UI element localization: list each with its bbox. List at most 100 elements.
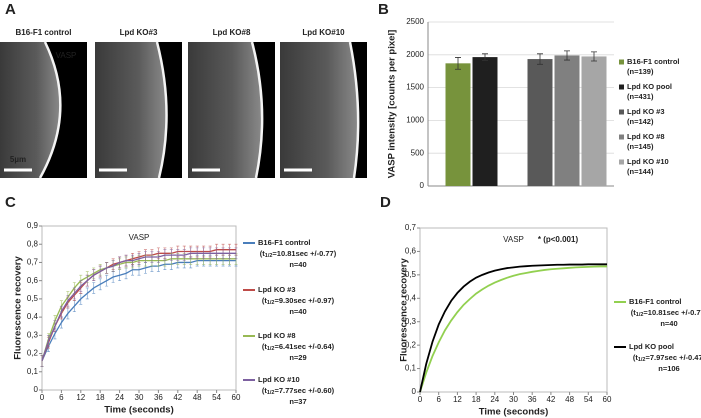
chart-title: VASP xyxy=(503,235,524,244)
legend-swatch xyxy=(619,134,624,140)
cell-edge xyxy=(155,41,168,179)
x-tick-label: 54 xyxy=(584,395,593,404)
half-time-value: =9.30sec +/-0.97) xyxy=(275,296,335,305)
half-time-value: =6.41sec +/-0.64) xyxy=(275,342,335,351)
x-tick-label: 6 xyxy=(59,393,64,402)
y-tick-label: 0,4 xyxy=(27,312,39,321)
y-tick-label: 0,1 xyxy=(405,364,417,373)
x-tick-label: 18 xyxy=(472,395,481,404)
x-tick-label: 60 xyxy=(603,395,612,404)
legend-count: n=40 xyxy=(660,319,677,328)
legend-count: (n=145) xyxy=(627,142,654,151)
micrograph-title: Lpd KO#8 xyxy=(213,28,251,37)
legend-label: Lpd KO pool xyxy=(627,82,672,91)
legend-count: n=40 xyxy=(289,307,306,316)
legend-half-time: (t1/2=6.41sec +/-0.64) xyxy=(262,342,335,352)
y-tick-label: 1500 xyxy=(406,83,424,92)
x-tick-label: 12 xyxy=(453,395,462,404)
y-tick-label: 0 xyxy=(420,181,425,190)
bar xyxy=(445,63,471,186)
micrograph xyxy=(280,41,367,179)
x-tick-label: 12 xyxy=(76,393,85,402)
micrograph-title: B16-F1 control xyxy=(15,28,71,37)
half-time-subscript: 1/2 xyxy=(267,390,275,396)
legend-count: n=106 xyxy=(658,364,679,373)
half-time-value: =10.81sec +/-0.77) xyxy=(272,249,336,258)
error-bar xyxy=(591,51,597,62)
half-time-subscript: 1/2 xyxy=(267,346,275,352)
x-tick-label: 24 xyxy=(115,393,124,402)
y-tick-label: 500 xyxy=(411,148,425,157)
x-tick-label: 48 xyxy=(565,395,574,404)
error-bar xyxy=(40,355,44,367)
bar xyxy=(554,55,580,187)
y-axis-label: VASP intensity [counts per pixel] xyxy=(387,30,398,179)
error-bar xyxy=(537,53,543,65)
x-tick-label: 0 xyxy=(418,395,423,404)
legend-count: n=40 xyxy=(289,260,306,269)
micrograph xyxy=(0,41,87,179)
panel-label: C xyxy=(5,194,16,211)
scale-bar-label: 5µm xyxy=(10,155,26,164)
half-time-subscript: 1/2 xyxy=(636,312,644,318)
cell-body xyxy=(0,42,61,178)
stain-label: VASP xyxy=(56,51,77,60)
x-tick-label: 24 xyxy=(490,395,499,404)
plot-frame xyxy=(419,227,608,393)
y-tick-label: 0,5 xyxy=(27,294,39,303)
legend-swatch xyxy=(619,59,624,65)
x-tick-label: 36 xyxy=(528,395,537,404)
y-axis-label: Fluorescence recovery xyxy=(13,256,24,360)
half-time-symbol: (t xyxy=(262,296,267,305)
x-axis-label: Time (seconds) xyxy=(479,407,549,418)
y-tick-label: 0,2 xyxy=(27,349,39,358)
y-axis-label: Fluorescence recovery xyxy=(399,258,410,362)
legend-label: B16-F1 control xyxy=(629,297,682,306)
cell-edge xyxy=(38,41,62,179)
half-time-symbol: (t xyxy=(262,386,267,395)
legend-swatch xyxy=(619,159,624,165)
legend-label: B16-F1 control xyxy=(627,57,680,66)
y-tick-label: 0,4 xyxy=(405,293,417,302)
error-bar xyxy=(455,57,461,70)
legend-swatch xyxy=(619,109,624,115)
micrograph xyxy=(95,41,182,179)
x-tick-label: 42 xyxy=(173,393,182,402)
y-tick-label: 0,1 xyxy=(27,367,39,376)
legend-count: (n=142) xyxy=(627,117,654,126)
legend-half-time: (t1/2=7.97sec +/-0.47) xyxy=(633,353,701,363)
half-time-symbol: (t xyxy=(633,353,638,362)
half-time-subscript: 1/2 xyxy=(638,357,646,363)
legend-count: n=29 xyxy=(289,353,306,362)
cell-body xyxy=(95,42,167,178)
panel-label: A xyxy=(5,1,16,18)
half-time-symbol: (t xyxy=(262,342,267,351)
y-tick-label: 0,7 xyxy=(27,258,39,267)
x-tick-label: 36 xyxy=(154,393,163,402)
y-tick-label: 0,3 xyxy=(405,317,417,326)
bar xyxy=(581,56,607,186)
legend-half-time: (t1/2=10.81sec +/-0.77) xyxy=(260,249,337,259)
x-tick-label: 18 xyxy=(96,393,105,402)
series-line xyxy=(419,265,607,393)
y-tick-label: 0 xyxy=(412,387,417,396)
panel-label: D xyxy=(380,194,391,211)
legend-half-time: (t1/2=10.81sec +/-0.77) xyxy=(631,308,701,318)
series-line xyxy=(41,252,236,362)
legend-half-time: (t1/2=7.77sec +/-0.60) xyxy=(262,386,335,396)
cell-body xyxy=(188,42,263,178)
y-tick-label: 0,7 xyxy=(405,223,417,232)
half-time-symbol: (t xyxy=(631,308,636,317)
y-tick-label: 0,6 xyxy=(27,276,39,285)
legend-count: (n=139) xyxy=(627,67,654,76)
legend-label: Lpd KO #10 xyxy=(258,375,300,384)
legend-count: n=37 xyxy=(289,397,306,406)
series-line xyxy=(41,259,236,362)
panel-label: B xyxy=(378,1,389,18)
half-time-subscript: 1/2 xyxy=(267,300,275,306)
y-tick-label: 0,6 xyxy=(405,247,417,256)
x-tick-label: 30 xyxy=(135,393,144,402)
series-line xyxy=(419,263,607,393)
micrograph xyxy=(188,41,275,179)
